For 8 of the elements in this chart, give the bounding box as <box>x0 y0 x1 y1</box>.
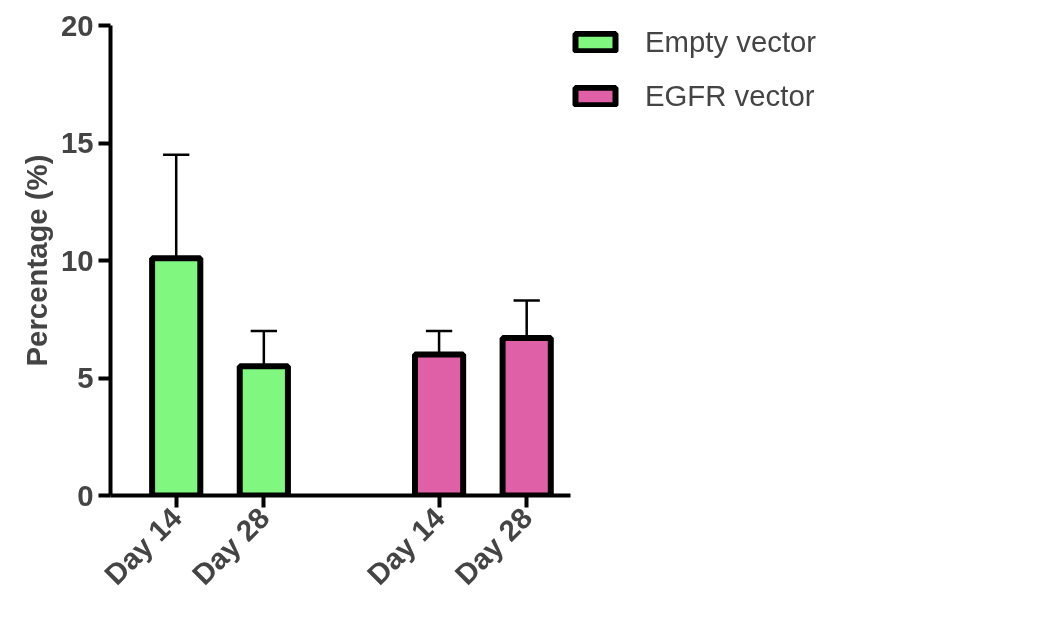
legend-label: EGFR vector <box>645 79 815 113</box>
y-tick-label: 20 <box>60 8 94 42</box>
y-tick-label: 10 <box>60 243 94 277</box>
y-tick-label: 15 <box>60 126 94 159</box>
y-tick-label: 5 <box>77 361 94 394</box>
legend-label: Empty vector <box>645 25 817 59</box>
y-axis-title: Percentage (%) <box>19 154 53 367</box>
y-tick-label: 0 <box>77 478 94 512</box>
